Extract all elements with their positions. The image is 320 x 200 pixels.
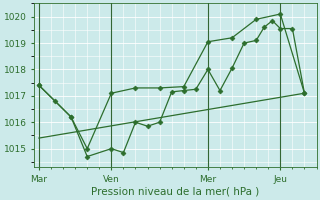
X-axis label: Pression niveau de la mer( hPa ): Pression niveau de la mer( hPa ) (91, 187, 260, 197)
